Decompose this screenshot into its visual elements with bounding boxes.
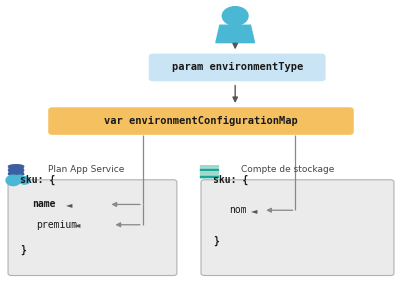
Ellipse shape <box>8 168 24 172</box>
FancyBboxPatch shape <box>200 180 393 276</box>
FancyBboxPatch shape <box>8 166 24 174</box>
Text: name: name <box>32 200 55 209</box>
FancyBboxPatch shape <box>48 107 353 135</box>
Text: sku: {: sku: { <box>20 175 55 185</box>
FancyBboxPatch shape <box>199 172 219 175</box>
Text: Compte de stockage: Compte de stockage <box>241 165 334 174</box>
Text: ◄: ◄ <box>66 200 73 209</box>
Circle shape <box>222 7 247 25</box>
FancyBboxPatch shape <box>199 165 219 168</box>
FancyBboxPatch shape <box>8 180 176 276</box>
Circle shape <box>14 175 25 183</box>
Polygon shape <box>215 25 254 43</box>
FancyBboxPatch shape <box>199 168 219 171</box>
FancyBboxPatch shape <box>148 54 325 81</box>
Circle shape <box>19 177 30 184</box>
FancyBboxPatch shape <box>199 175 219 178</box>
Text: nom: nom <box>229 205 246 215</box>
Ellipse shape <box>8 165 24 168</box>
Text: }: } <box>213 235 219 246</box>
Text: premium: premium <box>36 220 77 230</box>
Circle shape <box>6 175 20 186</box>
Ellipse shape <box>8 172 24 176</box>
Text: ◄: ◄ <box>251 206 257 215</box>
Text: }: } <box>20 244 26 255</box>
Text: ◄: ◄ <box>74 220 81 229</box>
Text: var environmentConfigurationMap: var environmentConfigurationMap <box>104 116 297 126</box>
Text: sku: {: sku: { <box>213 175 248 185</box>
Text: param environmentType: param environmentType <box>171 62 302 72</box>
Text: Plan App Service: Plan App Service <box>48 165 124 174</box>
